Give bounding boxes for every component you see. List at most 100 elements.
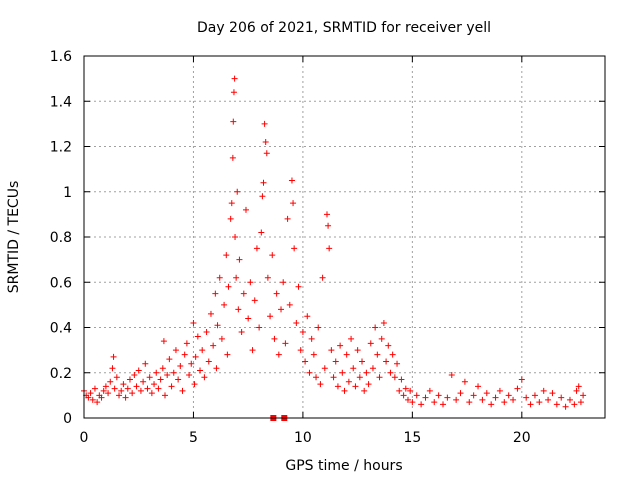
- data-point: [422, 394, 429, 401]
- data-point: [118, 387, 125, 394]
- y-axis-label: SRMTID / TECUs: [6, 181, 22, 294]
- y-tick-label: 1: [63, 185, 72, 201]
- data-point: [229, 154, 236, 161]
- data-point: [160, 338, 167, 345]
- data-point: [479, 396, 486, 403]
- data-point: [262, 138, 269, 145]
- data-point: [122, 394, 129, 401]
- data-point: [378, 335, 385, 342]
- data-point: [181, 351, 188, 358]
- data-point: [310, 351, 317, 358]
- data-point: [269, 252, 276, 259]
- data-point: [558, 394, 565, 401]
- y-tick-label: 1.6: [50, 49, 72, 65]
- data-point: [148, 390, 155, 397]
- data-point: [230, 89, 237, 96]
- data-point: [308, 335, 315, 342]
- data-point: [505, 392, 512, 399]
- data-point: [461, 378, 468, 385]
- data-point: [259, 193, 266, 200]
- data-point: [523, 394, 530, 401]
- data-point: [396, 387, 403, 394]
- data-point: [345, 378, 352, 385]
- data-point: [183, 340, 190, 347]
- data-point: [221, 301, 228, 308]
- data-point: [426, 387, 433, 394]
- data-point: [144, 385, 151, 392]
- data-point: [223, 252, 230, 259]
- data-point: [383, 358, 390, 365]
- data-point: [164, 372, 171, 379]
- data-point: [553, 401, 560, 408]
- data-point: [264, 274, 271, 281]
- data-point: [157, 376, 164, 383]
- data-point: [98, 394, 105, 401]
- data-point: [372, 324, 379, 331]
- data-point: [218, 335, 225, 342]
- data-point: [418, 401, 425, 408]
- data-point: [334, 383, 341, 390]
- data-point: [94, 399, 101, 406]
- data-point: [261, 120, 268, 127]
- data-point: [330, 374, 337, 381]
- data-point: [361, 387, 368, 394]
- data-point: [253, 245, 260, 252]
- data-point: [293, 319, 300, 326]
- data-point: [89, 396, 96, 403]
- data-point: [306, 369, 313, 376]
- data-point: [110, 353, 117, 360]
- data-point: [207, 310, 214, 317]
- data-point: [113, 374, 120, 381]
- data-point: [131, 372, 138, 379]
- data-point: [435, 392, 442, 399]
- data-point: [107, 378, 114, 385]
- data-point: [321, 365, 328, 372]
- data-point: [501, 399, 508, 406]
- data-point: [280, 279, 287, 286]
- data-point: [271, 335, 278, 342]
- data-point: [466, 399, 473, 406]
- data-point: [258, 229, 265, 236]
- data-point: [394, 360, 401, 367]
- data-point: [549, 390, 556, 397]
- data-point: [387, 369, 394, 376]
- data-point: [197, 367, 204, 374]
- data-point: [146, 374, 153, 381]
- data-point: [453, 396, 460, 403]
- data-point: [571, 401, 578, 408]
- y-tick-label: 0: [63, 411, 72, 427]
- data-point: [356, 374, 363, 381]
- data-point: [350, 365, 357, 372]
- plot-frame: [83, 55, 606, 419]
- data-point: [573, 387, 580, 394]
- data-point: [531, 392, 538, 399]
- data-point: [380, 319, 387, 326]
- data-point: [278, 306, 285, 313]
- data-point: [251, 297, 258, 304]
- x-tick-label: 20: [513, 430, 531, 446]
- data-point: [224, 351, 231, 358]
- data-point: [575, 383, 582, 390]
- x-tick-label: 15: [403, 430, 421, 446]
- data-point: [142, 360, 149, 367]
- data-point: [235, 306, 242, 313]
- data-point: [161, 392, 168, 399]
- data-point: [343, 351, 350, 358]
- data-point: [260, 179, 267, 186]
- data-point: [348, 335, 355, 342]
- data-point: [290, 200, 297, 207]
- data-point: [291, 245, 298, 252]
- grid-lines: [84, 56, 605, 418]
- data-point: [116, 392, 123, 399]
- data-point: [191, 381, 198, 388]
- data-point: [87, 390, 94, 397]
- data-point: [109, 365, 116, 372]
- data-point: [133, 383, 140, 390]
- data-point: [203, 329, 210, 336]
- data-point: [111, 385, 118, 392]
- data-point: [179, 387, 186, 394]
- y-tick-label: 1.4: [50, 94, 72, 110]
- data-point: [407, 387, 414, 394]
- data-point: [105, 390, 112, 397]
- data-point: [245, 315, 252, 322]
